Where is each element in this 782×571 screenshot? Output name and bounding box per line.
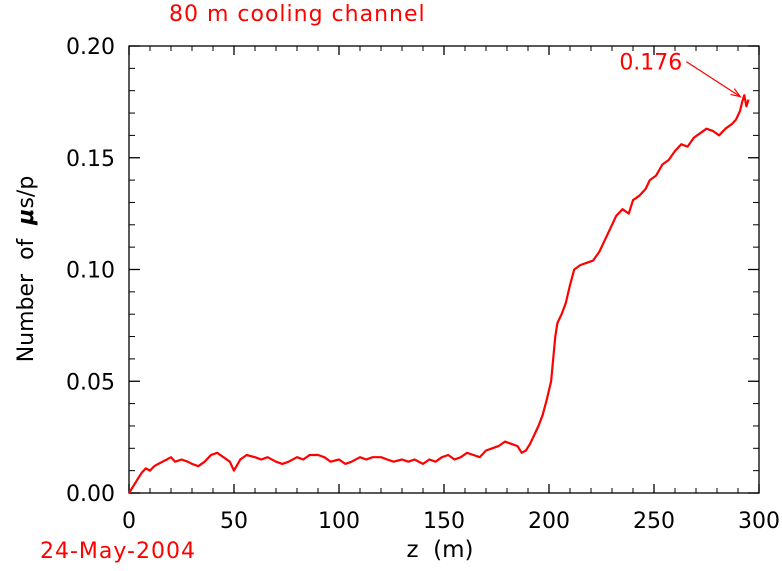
x-tick-label: 150 — [423, 509, 465, 534]
date-label: 24-May-2004 — [40, 539, 196, 564]
y-axis-label-prefix: Number of — [14, 225, 39, 363]
y-axis-label: Number of μs/p — [14, 176, 39, 363]
y-axis-label-suffix: s/p — [14, 176, 39, 209]
tick-labels: 0 50 100 150 200 250 300 0.00 0.05 0.10 0.15 0.20 — [66, 35, 780, 534]
x-tick-label: 0 — [122, 509, 136, 534]
y-tick-label: 0.10 — [66, 259, 115, 284]
chart-title: 80 m cooling channel — [169, 2, 426, 27]
series-layer — [128, 94, 750, 494]
annotation-arrowhead — [730, 88, 742, 98]
y-tick-label: 0.00 — [66, 482, 115, 507]
series-line — [128, 94, 750, 494]
plot-frame — [128, 45, 760, 494]
y-axis-label-mu: μ — [14, 209, 39, 226]
x-tick-label: 250 — [633, 509, 675, 534]
annotation-arrow — [685, 61, 741, 98]
x-tick-label: 100 — [318, 509, 360, 534]
x-tick-label: 200 — [528, 509, 570, 534]
x-tick-label: 50 — [220, 509, 248, 534]
y-tick-label: 0.15 — [66, 147, 115, 172]
annotation-layer: 0.176 — [619, 51, 742, 98]
y-tick-label: 0.20 — [66, 35, 115, 60]
annotation-label: 0.176 — [619, 51, 682, 76]
y-tick-label: 0.05 — [66, 370, 115, 395]
x-tick-label: 300 — [738, 509, 780, 534]
axis-ticks — [128, 45, 760, 494]
x-axis-label: z (m) — [406, 537, 473, 563]
